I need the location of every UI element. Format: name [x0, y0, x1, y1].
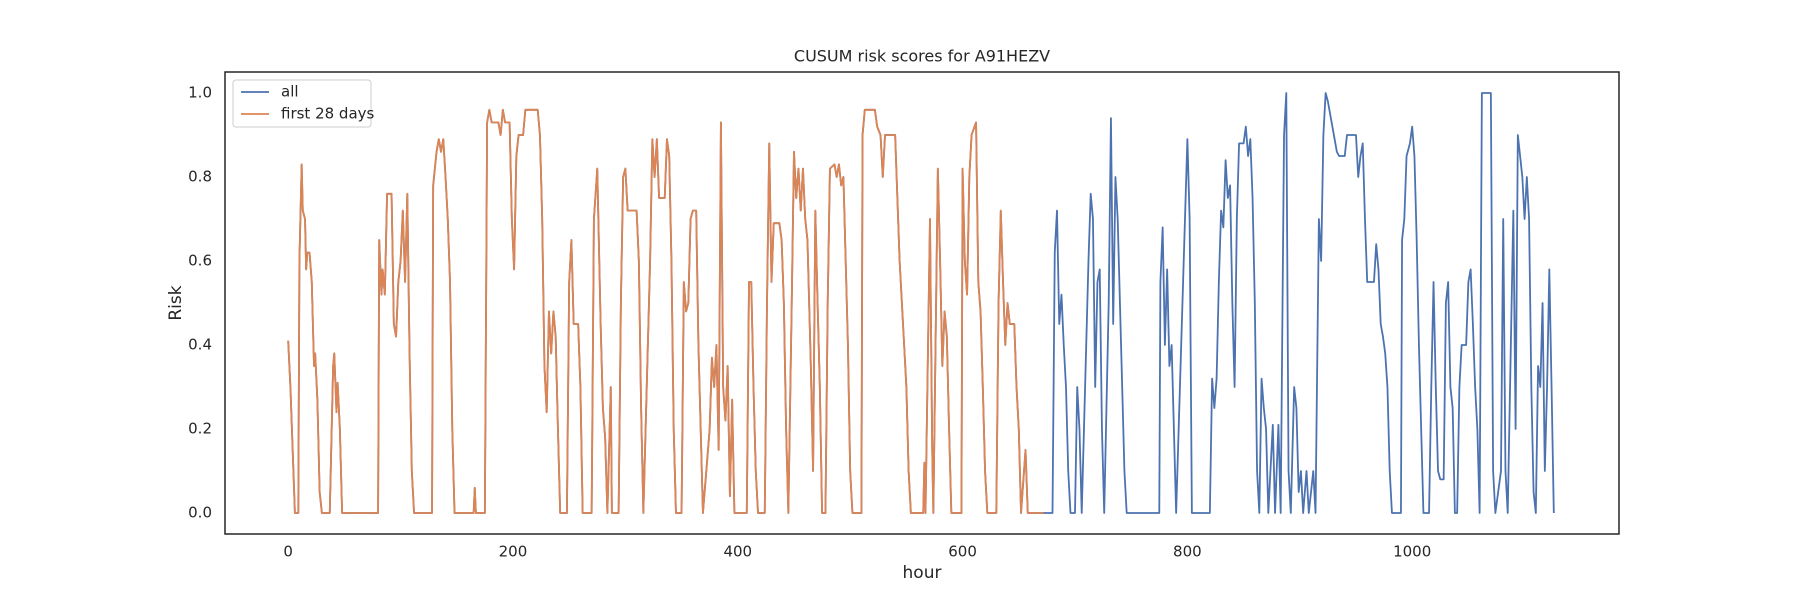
y-tick-label: 0.0	[188, 504, 212, 522]
y-tick-label: 0.4	[188, 336, 212, 354]
legend-label: first 28 days	[281, 105, 375, 123]
chart-title: CUSUM risk scores for A91HEZV	[794, 47, 1050, 66]
plot-frame	[224, 71, 1620, 535]
x-tick-label: 600	[948, 543, 977, 561]
x-tick-label: 200	[499, 543, 528, 561]
x-tick-label: 400	[723, 543, 752, 561]
y-tick-label: 0.8	[188, 168, 212, 186]
series-line	[287, 108, 1044, 514]
y-axis-label: Risk	[166, 285, 186, 320]
y-tick-label: 0.6	[188, 252, 212, 270]
plot-area	[287, 92, 1555, 514]
x-axis-label: hour	[903, 563, 942, 583]
legend-label: all	[281, 83, 299, 101]
legend: all first 28 days	[232, 79, 375, 128]
x-tick-label: 800	[1173, 543, 1202, 561]
y-tick-label: 0.2	[188, 420, 212, 438]
y-tick-label: 1.0	[188, 84, 212, 102]
x-tick-label: 0	[283, 543, 293, 561]
x-tick-label: 1000	[1393, 543, 1431, 561]
